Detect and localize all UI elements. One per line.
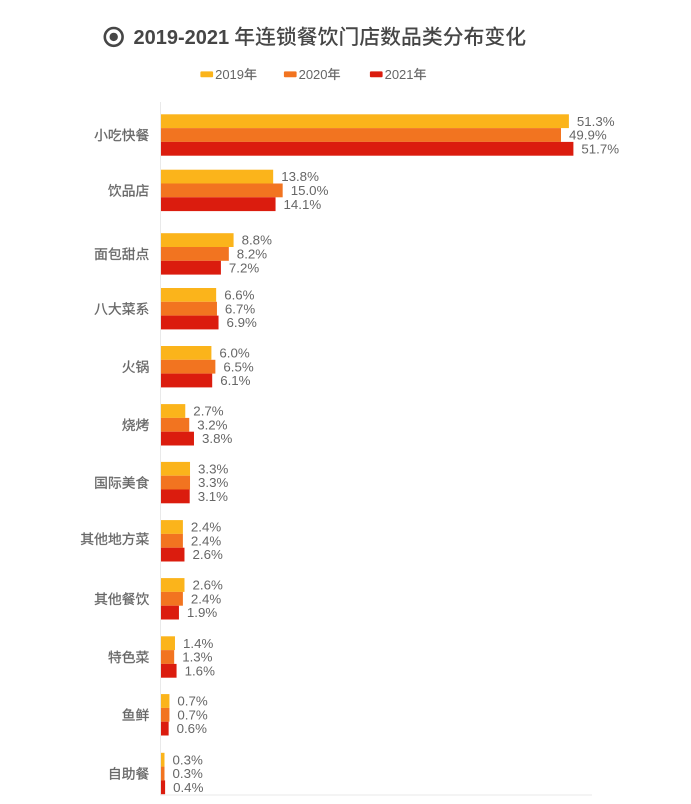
- svg-text:0.4%: 0.4%: [173, 780, 203, 795]
- svg-text:3.3%: 3.3%: [198, 461, 228, 476]
- svg-text:2020: 2020: [299, 67, 328, 82]
- svg-text:3.1%: 3.1%: [198, 489, 228, 504]
- svg-text:2.4%: 2.4%: [191, 520, 221, 535]
- svg-text:2.6%: 2.6%: [193, 547, 223, 562]
- svg-text:15.0%: 15.0%: [291, 183, 329, 198]
- svg-text:51.7%: 51.7%: [581, 141, 619, 156]
- svg-text:14.1%: 14.1%: [284, 197, 322, 212]
- svg-text:3.3%: 3.3%: [198, 475, 228, 490]
- svg-text:7.2%: 7.2%: [229, 260, 259, 275]
- svg-text:2.4%: 2.4%: [191, 533, 221, 548]
- svg-text:51.3%: 51.3%: [577, 114, 615, 129]
- svg-text:6.1%: 6.1%: [220, 373, 250, 388]
- svg-text:2.7%: 2.7%: [193, 404, 223, 419]
- svg-text:0.3%: 0.3%: [173, 766, 203, 781]
- svg-text:2019-2021: 2019-2021: [134, 27, 230, 49]
- svg-text:6.0%: 6.0%: [219, 346, 249, 361]
- svg-text:49.9%: 49.9%: [569, 128, 607, 143]
- svg-text:6.5%: 6.5%: [223, 359, 253, 374]
- svg-text:0.7%: 0.7%: [177, 694, 207, 709]
- svg-text:8.2%: 8.2%: [237, 247, 267, 262]
- svg-text:3.8%: 3.8%: [202, 431, 232, 446]
- svg-text:8.8%: 8.8%: [242, 233, 272, 248]
- svg-text:6.7%: 6.7%: [225, 301, 255, 316]
- svg-text:2.4%: 2.4%: [191, 591, 221, 606]
- svg-text:1.4%: 1.4%: [183, 636, 213, 651]
- svg-text:2021: 2021: [385, 67, 414, 82]
- svg-text:0.6%: 0.6%: [177, 721, 207, 736]
- svg-text:3.2%: 3.2%: [197, 417, 227, 432]
- svg-text:0.7%: 0.7%: [177, 707, 207, 722]
- svg-text:1.3%: 1.3%: [182, 650, 212, 665]
- svg-text:2.6%: 2.6%: [193, 578, 223, 593]
- svg-text:1.6%: 1.6%: [185, 663, 215, 678]
- svg-text:6.9%: 6.9%: [227, 315, 257, 330]
- svg-text:2019: 2019: [215, 67, 244, 82]
- svg-text:0.3%: 0.3%: [173, 752, 203, 767]
- svg-text:6.6%: 6.6%: [224, 288, 254, 303]
- svg-text:1.9%: 1.9%: [187, 605, 217, 620]
- svg-text:13.8%: 13.8%: [281, 169, 319, 184]
